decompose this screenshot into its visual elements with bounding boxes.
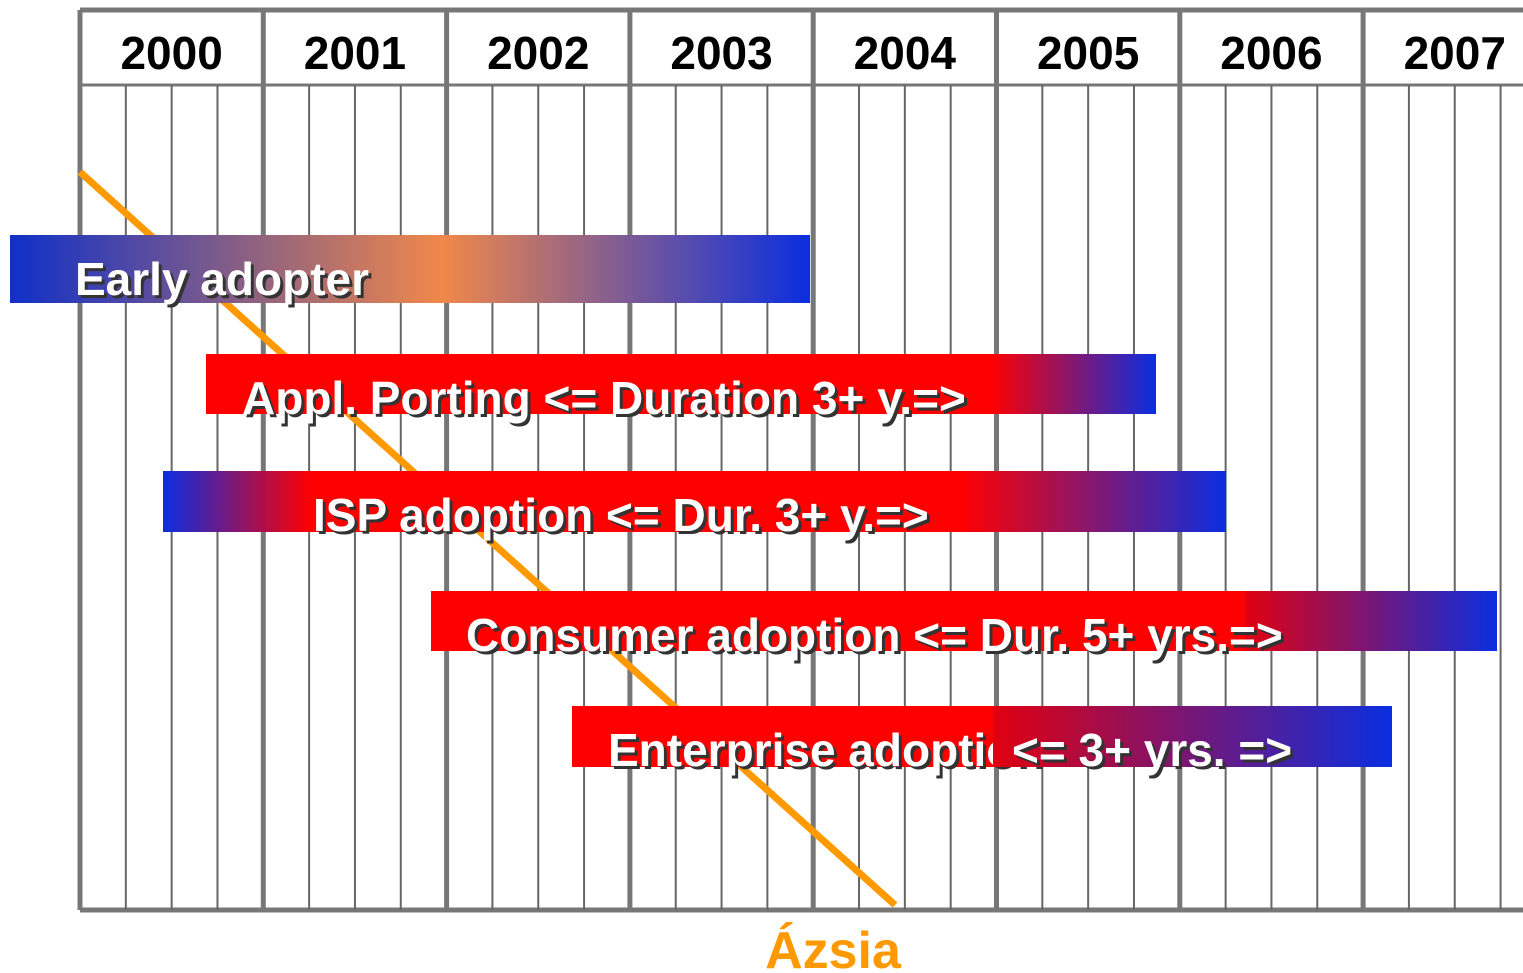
year-label: 2004 <box>854 27 957 79</box>
bar <box>163 471 1226 532</box>
bar-label: ISP adoption <= Dur. 3+ y.=> <box>313 489 929 541</box>
bar <box>10 235 810 303</box>
year-label: 2001 <box>304 27 406 79</box>
annotation: Ázsia <box>765 922 902 973</box>
bar-label-shadow: Consumer adoption <= Dur. 5+ yrs.=> <box>469 612 1286 664</box>
bar-label: Early adopter <box>75 253 369 305</box>
bar <box>572 706 993 767</box>
year-label: 2007 <box>1404 27 1506 79</box>
bar-label: Appl. Porting <= Duration 3+ y.=> <box>242 372 966 424</box>
bar-overlay <box>1245 591 1497 651</box>
bar-label-shadow: <= 3+ yrs. => <box>1015 727 1295 779</box>
bar-overlay <box>990 354 1156 414</box>
bar-label: Consumer adoption <= Dur. 5+ yrs.=> <box>466 609 1283 661</box>
bar-label: <= 3+ yrs. => <box>1012 724 1292 776</box>
year-label: 2002 <box>487 27 589 79</box>
bar-label-shadow: Appl. Porting <= Duration 3+ y.=> <box>245 375 969 427</box>
bar-label-shadow: ISP adoption <= Dur. 3+ y.=> <box>316 492 932 544</box>
bar-label: Enterprise adoption <box>608 724 1042 776</box>
year-label: 2005 <box>1037 27 1139 79</box>
bar <box>431 591 1245 651</box>
year-label: 2003 <box>670 27 772 79</box>
bar-label-shadow: Enterprise adoption <box>611 727 1045 779</box>
year-label: 2000 <box>120 27 222 79</box>
year-label: 2006 <box>1220 27 1322 79</box>
bar-overlay <box>993 706 1392 767</box>
bar-label-shadow: Early adopter <box>78 256 372 308</box>
